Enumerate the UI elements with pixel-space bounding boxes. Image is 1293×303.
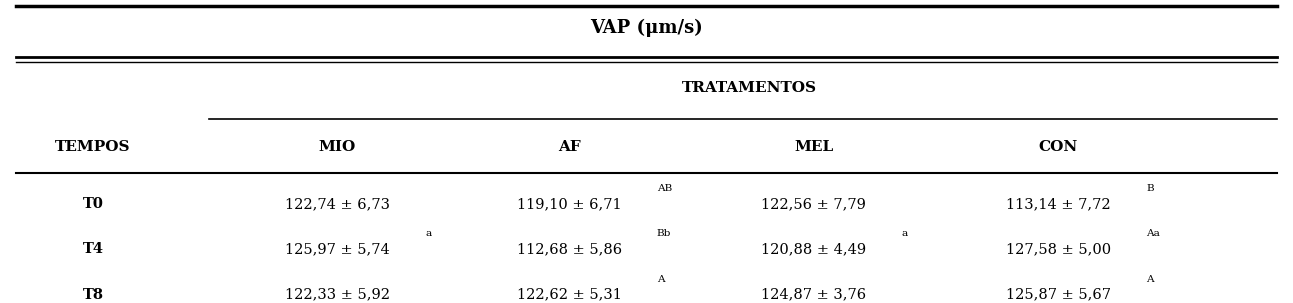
Text: 120,88 ± 4,49: 120,88 ± 4,49 xyxy=(762,242,866,256)
Text: TRATAMENTOS: TRATAMENTOS xyxy=(681,81,817,95)
Text: B: B xyxy=(1146,184,1153,193)
Text: T0: T0 xyxy=(83,197,103,211)
Text: 113,14 ± 7,72: 113,14 ± 7,72 xyxy=(1006,197,1111,211)
Text: 119,10 ± 6,71: 119,10 ± 6,71 xyxy=(517,197,622,211)
Text: TEMPOS: TEMPOS xyxy=(56,140,131,154)
Text: MEL: MEL xyxy=(794,140,834,154)
Text: MIO: MIO xyxy=(319,140,356,154)
Text: 127,58 ± 5,00: 127,58 ± 5,00 xyxy=(1006,242,1111,256)
Text: a: a xyxy=(425,229,432,238)
Text: a: a xyxy=(901,229,908,238)
Text: AB: AB xyxy=(657,184,672,193)
Text: VAP (μm/s): VAP (μm/s) xyxy=(590,19,703,37)
Text: 124,87 ± 3,76: 124,87 ± 3,76 xyxy=(762,288,866,302)
Text: 122,33 ± 5,92: 122,33 ± 5,92 xyxy=(284,288,390,302)
Text: CON: CON xyxy=(1038,140,1078,154)
Text: T8: T8 xyxy=(83,288,103,302)
Text: 125,87 ± 5,67: 125,87 ± 5,67 xyxy=(1006,288,1111,302)
Text: A: A xyxy=(657,275,665,284)
Text: 122,62 ± 5,31: 122,62 ± 5,31 xyxy=(517,288,622,302)
Text: 112,68 ± 5,86: 112,68 ± 5,86 xyxy=(517,242,622,256)
Text: 122,56 ± 7,79: 122,56 ± 7,79 xyxy=(762,197,866,211)
Text: Aa: Aa xyxy=(1146,229,1160,238)
Text: AF: AF xyxy=(557,140,581,154)
Text: T4: T4 xyxy=(83,242,103,256)
Text: A: A xyxy=(1146,275,1153,284)
Text: 125,97 ± 5,74: 125,97 ± 5,74 xyxy=(286,242,390,256)
Text: 122,74 ± 6,73: 122,74 ± 6,73 xyxy=(284,197,390,211)
Text: Bb: Bb xyxy=(657,229,671,238)
